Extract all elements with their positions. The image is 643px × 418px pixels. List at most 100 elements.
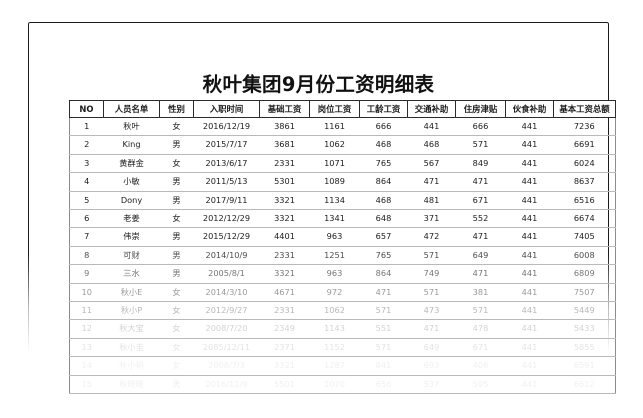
- table-cell-post: 963: [309, 227, 360, 247]
- table-cell-meal: 441: [505, 264, 554, 284]
- table-cell-post: 1134: [309, 191, 360, 211]
- column-header-date: 入职时间: [193, 100, 260, 118]
- table-cell-house: 381: [455, 283, 506, 303]
- column-header-gender: 性别: [159, 100, 194, 118]
- table-cell-trans: 649: [407, 338, 456, 358]
- table-cell-senior: 571: [359, 301, 408, 321]
- table-row: 12 秋大宝女 2008/7/20 2349 1143 551 471 478 441 5433: [69, 319, 616, 339]
- table-row: 7 伟崇男 2015/12/29 4401 963 657 472 471 441 7405: [69, 227, 616, 247]
- table-cell-meal: 441: [505, 301, 554, 321]
- column-header-house: 住房津贴: [455, 100, 506, 118]
- table-cell-post: 1062: [309, 135, 360, 155]
- table-cell-no: 2: [69, 135, 104, 155]
- table-cell-total: 7507: [553, 283, 616, 303]
- table-cell-base: 3321: [259, 191, 310, 211]
- table-cell-trans: 441: [407, 117, 456, 137]
- table-row: 10 秋小E 女 2014/3/10 4671 972 471 571 381 441 7507: [69, 283, 616, 303]
- table-cell-base: 5301: [259, 172, 310, 192]
- table-cell-house: 478: [455, 319, 506, 339]
- table-cell-trans: 471: [407, 319, 456, 339]
- table-cell-senior: 666: [359, 117, 408, 137]
- table-cell-date: 2015/7/17: [193, 135, 260, 155]
- table-cell-trans: 481: [407, 191, 456, 211]
- table-cell-house: 471: [455, 264, 506, 284]
- column-header-trans: 交通补助: [407, 100, 456, 118]
- table-cell-name: 秋小圭: [103, 338, 160, 358]
- table-cell-total: 6024: [553, 154, 616, 174]
- table-cell-no: 1: [69, 117, 104, 137]
- table-cell-no: 10: [69, 283, 104, 303]
- table-cell-post: 1062: [309, 301, 360, 321]
- table-cell-name: 秋大宝: [103, 319, 160, 339]
- table-cell-total: 5433: [553, 319, 616, 339]
- table-cell-no: 5: [69, 191, 104, 211]
- table-cell-base: 3321: [259, 356, 310, 376]
- table-cell-post: 963: [309, 264, 360, 284]
- table-cell-no: 12: [69, 319, 104, 339]
- table-cell-name: 秋小玥: [103, 356, 160, 376]
- table-cell-post: 1341: [309, 209, 360, 229]
- table-row: 8 可财男 2014/10/9 2331 1251 765 571 649 441 6008: [69, 246, 616, 266]
- table-cell-house: 471: [455, 172, 506, 192]
- table-cell-date: 2012/9/27: [193, 301, 260, 321]
- table-cell-name: King: [103, 135, 160, 155]
- table-cell-base: 2371: [259, 338, 310, 358]
- table-cell-senior: 551: [359, 319, 408, 339]
- table-cell-house: 595: [455, 375, 506, 395]
- table-cell-gender: 女: [159, 283, 194, 303]
- table-cell-date: 2012/12/29: [193, 209, 260, 229]
- table-cell-trans: 468: [407, 135, 456, 155]
- table-cell-senior: 657: [359, 227, 408, 247]
- table-cell-date: 2085/12/11: [193, 338, 260, 358]
- table-row: 9 三水男 2005/8/1 3321 963 864 749 471 441 6809: [69, 264, 616, 284]
- table-cell-senior: 765: [359, 246, 408, 266]
- table-cell-base: 4401: [259, 227, 310, 247]
- column-header-base: 基础工资: [259, 100, 310, 118]
- table-cell-house: 671: [455, 338, 506, 358]
- table-cell-base: 3321: [259, 209, 310, 229]
- table-cell-gender: 女: [159, 209, 194, 229]
- table-cell-no: 11: [69, 301, 104, 321]
- table-cell-no: 8: [69, 246, 104, 266]
- table-cell-date: 2015/12/29: [193, 227, 260, 247]
- table-cell-trans: 471: [407, 172, 456, 192]
- table-cell-gender: 女: [159, 319, 194, 339]
- table-cell-post: 972: [309, 283, 360, 303]
- table-cell-trans: 472: [407, 227, 456, 247]
- table-cell-senior: 571: [359, 338, 408, 358]
- table-cell-trans: 567: [407, 154, 456, 174]
- table-cell-base: 4671: [259, 283, 310, 303]
- table-cell-total: 6008: [553, 246, 616, 266]
- table-cell-name: 老姜: [103, 209, 160, 229]
- table-cell-total: 6612: [553, 375, 616, 395]
- table-cell-name: 小敏: [103, 172, 160, 192]
- table-cell-house: 471: [455, 227, 506, 247]
- column-header-senior: 工龄工资: [359, 100, 408, 118]
- table-cell-house: 649: [455, 246, 506, 266]
- column-header-meal: 伙食补助: [505, 100, 554, 118]
- table-cell-meal: 441: [505, 172, 554, 192]
- table-cell-post: 1070: [309, 375, 360, 395]
- table-cell-meal: 441: [505, 246, 554, 266]
- table-cell-meal: 441: [505, 154, 554, 174]
- salary-table: NO 人员名单 性别 入职时间 基础工资 岗位工资 工龄工资 交通补助 住房津贴…: [69, 100, 616, 395]
- table-cell-no: 15: [69, 375, 104, 395]
- table-cell-total: 6691: [553, 135, 616, 155]
- table-cell-date: 2013/6/17: [193, 154, 260, 174]
- table-row: 2 King 男 2015/7/17 3681 1062 468 468 571 441 6691: [69, 135, 616, 155]
- table-cell-senior: 864: [359, 172, 408, 192]
- table-cell-trans: 473: [407, 301, 456, 321]
- table-cell-house: 408: [455, 356, 506, 376]
- table-cell-trans: 571: [407, 246, 456, 266]
- table-row: 1 秋叶女 2016/12/19 3861 1161 666 441 666 441 7236: [69, 117, 616, 137]
- table-cell-name: 秋小P: [103, 301, 160, 321]
- table-row: 11 秋小P 女 2012/9/27 2331 1062 571 473 571 441 5449: [69, 301, 616, 321]
- table-cell-date: 2008/7/20: [193, 319, 260, 339]
- table-cell-trans: 571: [407, 283, 456, 303]
- table-cell-no: 4: [69, 172, 104, 192]
- table-cell-trans: 371: [407, 209, 456, 229]
- table-header: NO 人员名单 性别 入职时间 基础工资 岗位工资 工龄工资 交通补助 住房津贴…: [69, 100, 616, 118]
- table-cell-meal: 441: [505, 319, 554, 339]
- table-cell-name: 黄群金: [103, 154, 160, 174]
- table-row: 14 秋小玥女 2008/7/3 3321 1287 841 693 408 441 6591: [69, 356, 616, 376]
